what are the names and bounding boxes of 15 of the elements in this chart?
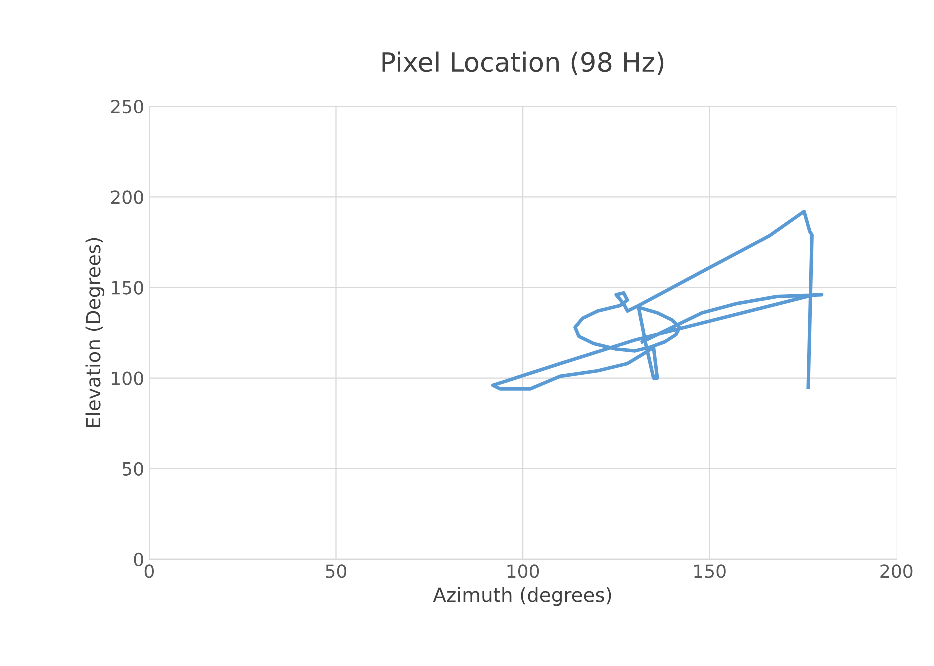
x-tick-label: 50	[326, 564, 347, 578]
y-tick-label: 50	[122, 462, 144, 476]
x-tick-label: 100	[508, 564, 540, 578]
y-tick-label: 100	[112, 372, 144, 386]
x-tick-label: 150	[694, 564, 726, 578]
y-tick-label: 0	[134, 552, 144, 567]
line-series	[491, 210, 824, 391]
y-tick-label: 200	[111, 190, 144, 204]
chart-title: Pixel Location (98 Hz)	[382, 52, 664, 76]
x-tick-label: 200	[880, 564, 913, 578]
x-tick-label: 0	[144, 564, 154, 578]
y-tick-label: 150	[112, 281, 144, 295]
y-tick-label: 250	[111, 100, 144, 114]
y-axis-title: Elevation (Degrees)	[86, 238, 105, 428]
x-axis-title: Azimuth (degrees)	[433, 587, 612, 606]
